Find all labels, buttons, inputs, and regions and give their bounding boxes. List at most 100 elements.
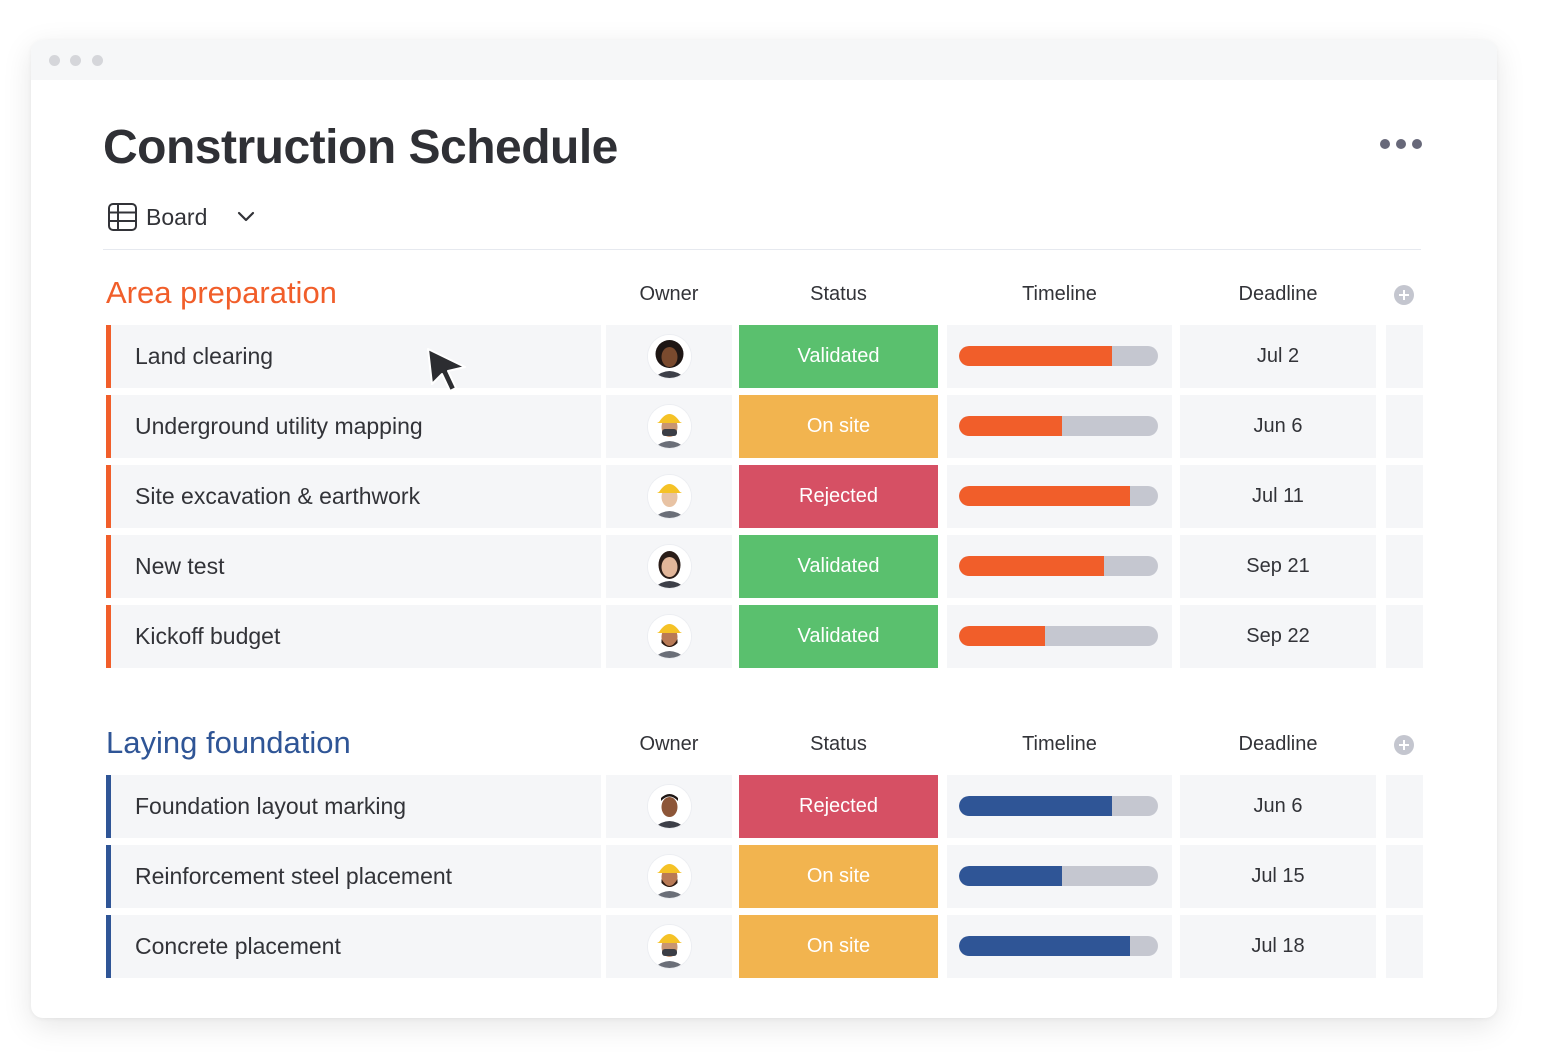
owner-cell[interactable] xyxy=(606,535,732,598)
item-name: Land clearing xyxy=(135,343,274,369)
column-header-deadline[interactable]: Deadline xyxy=(1238,733,1318,755)
status-badge[interactable]: Rejected xyxy=(739,465,938,528)
avatar[interactable] xyxy=(648,785,691,828)
item-name-cell[interactable]: Land clearing xyxy=(106,325,601,388)
status-badge[interactable]: On site xyxy=(739,915,938,978)
timeline-progress-bar[interactable] xyxy=(959,416,1158,436)
table-row[interactable]: New test Validated Sep 21 xyxy=(106,535,1423,598)
avatar[interactable] xyxy=(648,475,691,518)
table-row[interactable]: Foundation layout marking Rejected Jun 6 xyxy=(106,775,1423,838)
window-dot-icon[interactable] xyxy=(70,55,81,66)
owner-cell[interactable] xyxy=(606,605,732,668)
deadline-date[interactable]: Jul 18 xyxy=(1180,915,1376,978)
timeline-cell[interactable] xyxy=(947,775,1172,838)
group-title[interactable]: Area preparation xyxy=(106,275,337,310)
timeline-progress-bar[interactable] xyxy=(959,346,1158,366)
empty-extra-cell xyxy=(1386,325,1423,388)
avatar[interactable] xyxy=(648,925,691,968)
timeline-progress-bar[interactable] xyxy=(959,556,1158,576)
item-name-cell[interactable]: Foundation layout marking xyxy=(106,775,601,838)
status-badge[interactable]: On site xyxy=(739,395,938,458)
timeline-progress-bar[interactable] xyxy=(959,796,1158,816)
window-titlebar xyxy=(31,40,1497,80)
owner-cell[interactable] xyxy=(606,775,732,838)
table-row[interactable]: Underground utility mapping On site Jun 6 xyxy=(106,395,1423,458)
timeline-cell[interactable] xyxy=(947,535,1172,598)
view-switcher[interactable]: Board xyxy=(107,200,255,234)
table-row[interactable]: Kickoff budget Validated Sep 22 xyxy=(106,605,1423,668)
empty-extra-cell xyxy=(1386,775,1423,838)
status-badge[interactable]: On site xyxy=(739,845,938,908)
table-row[interactable]: Site excavation & earthwork Rejected Jul 1… xyxy=(106,465,1423,528)
column-header-timeline[interactable]: Timeline xyxy=(1022,733,1097,755)
group-color-bar xyxy=(106,845,111,908)
avatar[interactable] xyxy=(648,335,691,378)
owner-cell[interactable] xyxy=(606,395,732,458)
more-dots-icon xyxy=(1412,139,1422,149)
timeline-cell[interactable] xyxy=(947,915,1172,978)
deadline-date[interactable]: Jul 2 xyxy=(1180,325,1376,388)
table-row[interactable]: Land clearing Validated Jul 2 xyxy=(106,325,1423,388)
table-row[interactable]: Reinforcement steel placement On site Jul … xyxy=(106,845,1423,908)
table-row[interactable]: Concrete placement On site Jul 18 xyxy=(106,915,1423,978)
deadline-date[interactable]: Jun 6 xyxy=(1180,395,1376,458)
avatar[interactable] xyxy=(648,545,691,588)
item-name-cell[interactable]: New test xyxy=(106,535,601,598)
owner-cell[interactable] xyxy=(606,915,732,978)
status-badge[interactable]: Rejected xyxy=(739,775,938,838)
item-name-cell[interactable]: Site excavation & earthwork xyxy=(106,465,601,528)
item-name: Concrete placement xyxy=(135,933,341,959)
add-column-icon[interactable] xyxy=(1394,735,1414,755)
view-label: Board xyxy=(146,203,208,230)
empty-extra-cell xyxy=(1386,915,1423,978)
item-name-cell[interactable]: Reinforcement steel placement xyxy=(106,845,601,908)
more-dots-icon xyxy=(1380,139,1390,149)
column-header-status[interactable]: Status xyxy=(810,283,867,305)
table-icon xyxy=(108,203,137,231)
add-column-icon[interactable] xyxy=(1394,285,1414,305)
timeline-progress-fill xyxy=(959,866,1063,886)
deadline-date[interactable]: Jul 15 xyxy=(1180,845,1376,908)
chevron-down-icon[interactable] xyxy=(237,211,255,223)
more-options-button[interactable] xyxy=(1380,136,1422,152)
timeline-cell[interactable] xyxy=(947,325,1172,388)
deadline-date[interactable]: Jul 11 xyxy=(1180,465,1376,528)
status-badge[interactable]: Validated xyxy=(739,605,938,668)
avatar[interactable] xyxy=(648,855,691,898)
owner-cell[interactable] xyxy=(606,845,732,908)
column-header-status[interactable]: Status xyxy=(810,733,867,755)
window-dot-icon[interactable] xyxy=(49,55,60,66)
item-name-cell[interactable]: Kickoff budget xyxy=(106,605,601,668)
window-dot-icon[interactable] xyxy=(92,55,103,66)
owner-cell[interactable] xyxy=(606,465,732,528)
column-header-timeline[interactable]: Timeline xyxy=(1022,283,1097,305)
column-header-deadline[interactable]: Deadline xyxy=(1238,283,1318,305)
deadline-date[interactable]: Sep 22 xyxy=(1180,605,1376,668)
empty-extra-cell xyxy=(1386,535,1423,598)
timeline-cell[interactable] xyxy=(947,465,1172,528)
avatar[interactable] xyxy=(648,615,691,658)
mouse-pointer-icon xyxy=(427,348,466,392)
item-name: Underground utility mapping xyxy=(135,413,423,439)
deadline-date[interactable]: Jun 6 xyxy=(1180,775,1376,838)
avatar[interactable] xyxy=(648,405,691,448)
timeline-progress-bar[interactable] xyxy=(959,486,1158,506)
timeline-cell[interactable] xyxy=(947,845,1172,908)
group-color-bar xyxy=(106,535,111,598)
column-header-owner[interactable]: Owner xyxy=(639,733,699,755)
owner-cell[interactable] xyxy=(606,325,732,388)
timeline-progress-bar[interactable] xyxy=(959,866,1158,886)
group-title[interactable]: Laying foundation xyxy=(106,725,351,760)
timeline-cell[interactable] xyxy=(947,395,1172,458)
timeline-progress-fill xyxy=(959,556,1105,576)
timeline-progress-bar[interactable] xyxy=(959,936,1158,956)
board-window: Construction Schedule Board Area prepara… xyxy=(31,40,1497,1018)
column-header-owner[interactable]: Owner xyxy=(639,283,699,305)
status-badge[interactable]: Validated xyxy=(739,535,938,598)
deadline-date[interactable]: Sep 21 xyxy=(1180,535,1376,598)
item-name-cell[interactable]: Concrete placement xyxy=(106,915,601,978)
timeline-cell[interactable] xyxy=(947,605,1172,668)
timeline-progress-bar[interactable] xyxy=(959,626,1158,646)
item-name-cell[interactable]: Underground utility mapping xyxy=(106,395,601,458)
status-badge[interactable]: Validated xyxy=(739,325,938,388)
